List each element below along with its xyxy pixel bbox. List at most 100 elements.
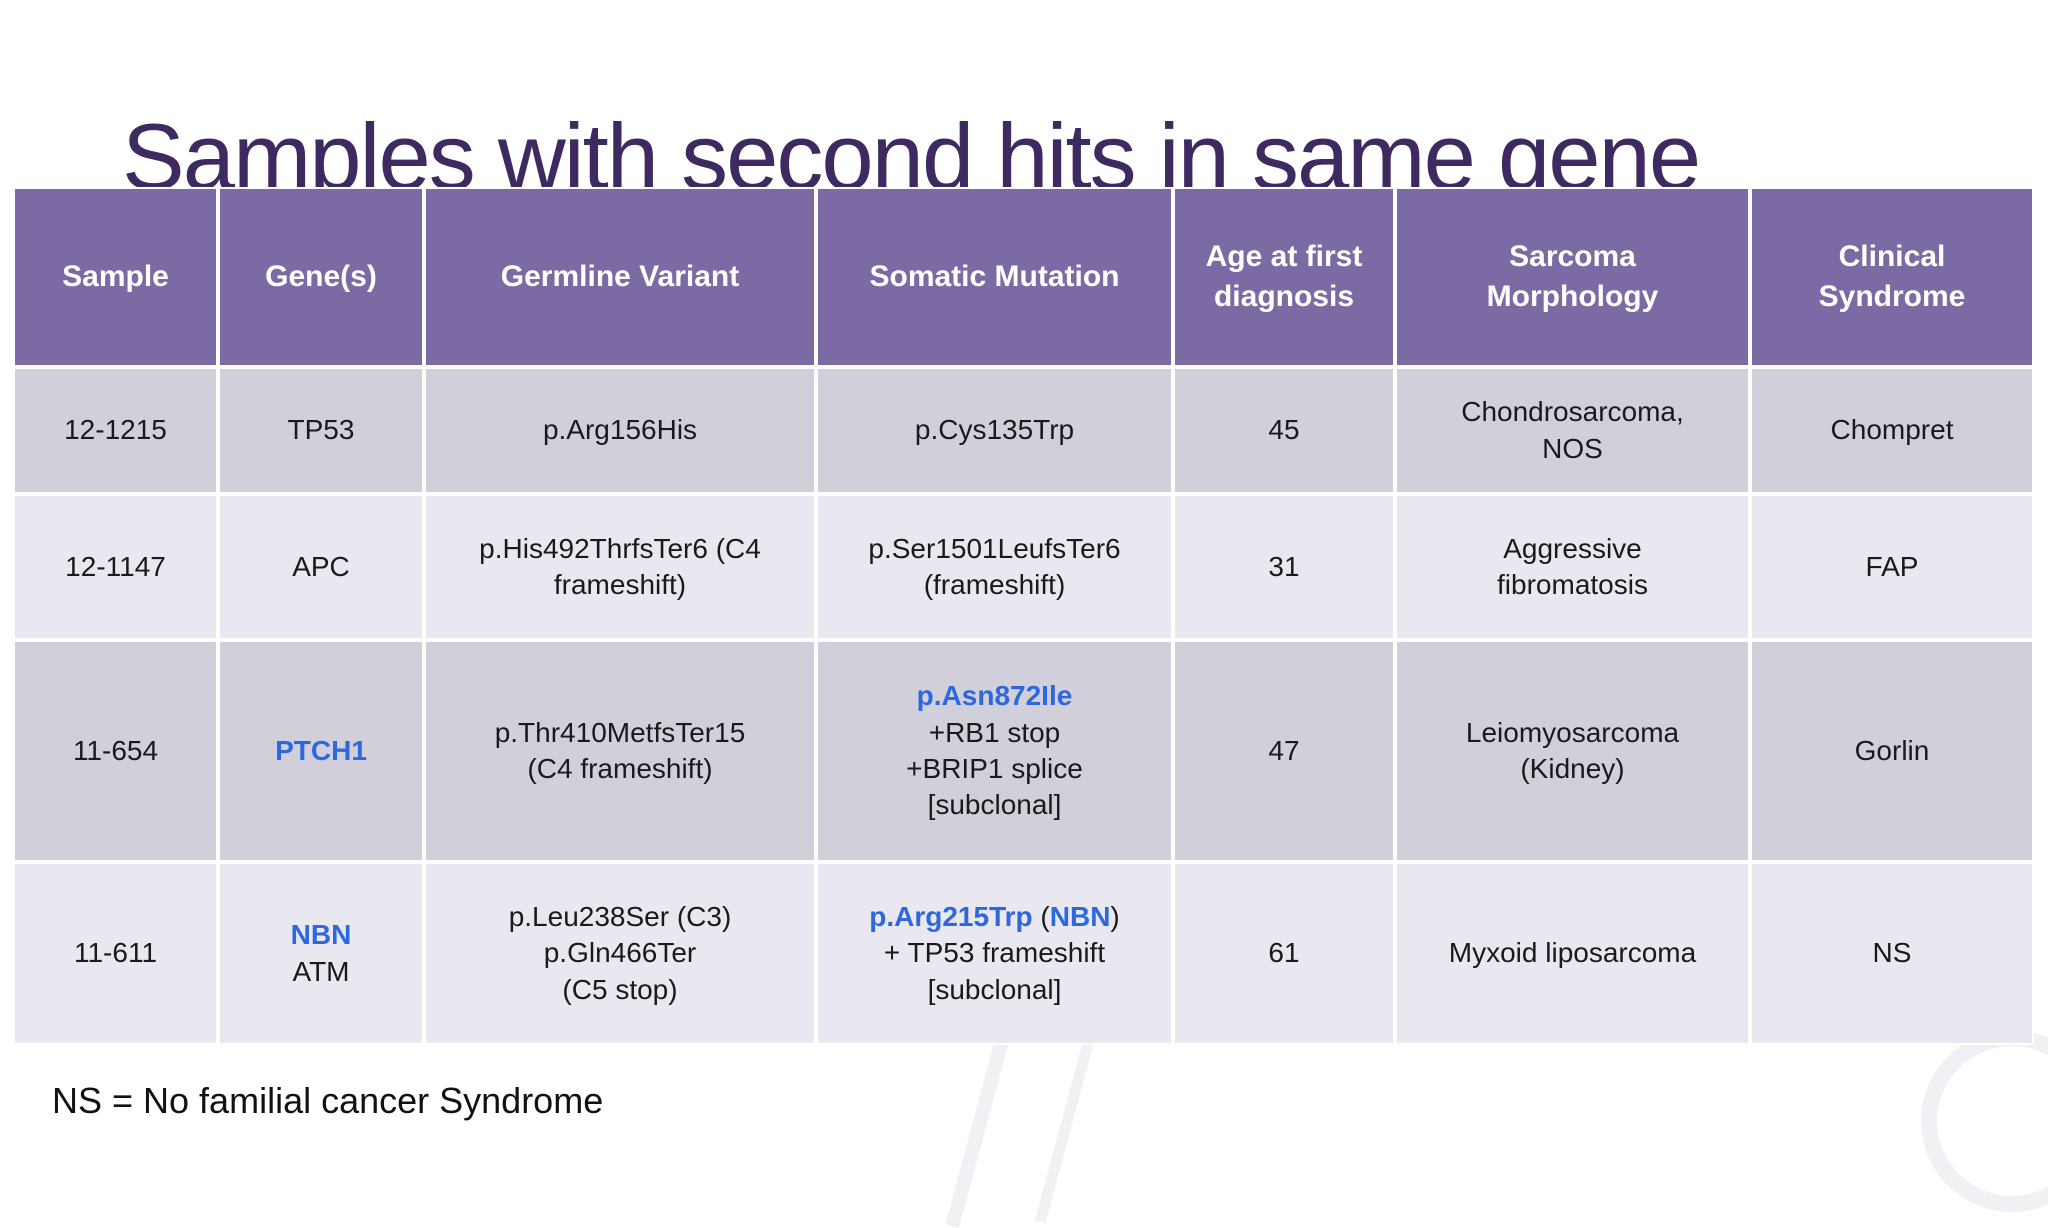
watermark-corner-arc bbox=[1921, 1030, 2048, 1212]
cell-text: Chompret bbox=[1830, 414, 1954, 446]
cell-text: 12-1215 bbox=[64, 414, 167, 446]
highlighted-gene-text: NBN bbox=[1049, 900, 1111, 932]
column-header-label: Age at first bbox=[1205, 239, 1363, 273]
cell-text: ( bbox=[1032, 900, 1050, 932]
cell-text-line: Leiomyosarcoma bbox=[1466, 715, 1679, 751]
cell-text: 12-1147 bbox=[65, 550, 166, 582]
cell-text-line: 31 bbox=[1268, 549, 1299, 585]
cell-text-line: [subclonal] bbox=[928, 787, 1062, 823]
cell-text: [subclonal] bbox=[927, 789, 1062, 821]
cell-text-line: p.Gln466Ter bbox=[544, 935, 697, 971]
cell-text: frameshift) bbox=[553, 569, 687, 600]
highlighted-gene-text: NBN bbox=[290, 919, 352, 951]
table-cell: FAP bbox=[1750, 494, 2034, 640]
column-header-label: Clinical bbox=[1838, 239, 1946, 273]
table-cell: p.Asn872Ile +RB1 stop +BRIP1 splice [subclo… bbox=[816, 640, 1173, 862]
table-cell: 12-1215 bbox=[13, 367, 218, 494]
cell-text: 47 bbox=[1268, 734, 1300, 766]
cell-text-line: (C4 frameshift) bbox=[527, 751, 712, 787]
cell-text: FAP bbox=[1865, 550, 1919, 582]
table-cell: Chondrosarcoma, NOS bbox=[1395, 367, 1750, 494]
cell-text-line: APC bbox=[292, 549, 350, 585]
cell-text: (C4 frameshift) bbox=[527, 753, 713, 784]
cell-text-line: 11-654 bbox=[73, 733, 158, 769]
column-header: Somatic Mutation bbox=[816, 187, 1173, 367]
cell-text-line: p.His492ThrfsTer6 (C4 bbox=[479, 531, 761, 567]
cell-text-line: ATM bbox=[292, 954, 349, 990]
cell-text-line: 47 bbox=[1268, 733, 1299, 769]
cell-text: ) bbox=[1110, 900, 1120, 932]
cell-text-line: TP53 bbox=[288, 412, 355, 448]
cell-text: p.Ser1501LeufsTer6 bbox=[868, 532, 1121, 564]
cell-text: + TP53 frameshift bbox=[883, 937, 1106, 969]
cell-text-line: + TP53 frameshift bbox=[884, 935, 1105, 971]
column-header: Sample bbox=[13, 187, 218, 367]
column-header: Gene(s) bbox=[218, 187, 424, 367]
cell-text: ATM bbox=[292, 955, 350, 987]
table-cell: 45 bbox=[1173, 367, 1395, 494]
samples-table: Sample Gene(s) Germline Variant Somatic Mut… bbox=[13, 187, 2034, 1045]
cell-text: Gorlin bbox=[1854, 734, 1930, 766]
cell-text-line: (C5 stop) bbox=[562, 972, 677, 1008]
column-header-label: Germline Variant bbox=[500, 259, 740, 293]
cell-text: 11-654 bbox=[72, 734, 159, 766]
footnote-ns-definition: NS = No familial cancer Syndrome bbox=[52, 1080, 604, 1121]
cell-text-line: +BRIP1 splice bbox=[906, 751, 1083, 787]
table-cell: Myxoid liposarcoma bbox=[1395, 862, 1750, 1045]
cell-text-line: p.Cys135Trp bbox=[915, 412, 1074, 448]
cell-text-line: fibromatosis bbox=[1497, 567, 1648, 603]
cell-text-line: 12-1215 bbox=[64, 412, 167, 448]
cell-text: Chondrosarcoma, bbox=[1461, 396, 1684, 428]
column-header-label: Sample bbox=[62, 259, 169, 293]
cell-text: 11-611 bbox=[73, 937, 158, 969]
cell-text-line: 12-1147 bbox=[65, 549, 166, 585]
cell-text-line: NOS bbox=[1542, 431, 1603, 467]
cell-text-line: p.Arg156His bbox=[543, 412, 697, 448]
cell-text: p.Arg156His bbox=[542, 414, 698, 446]
cell-text: APC bbox=[292, 550, 350, 582]
table-cell: Leiomyosarcoma (Kidney) bbox=[1395, 640, 1750, 862]
table-cell: Gorlin bbox=[1750, 640, 2034, 862]
cell-text: (Kidney) bbox=[1520, 753, 1625, 784]
table-cell: APC bbox=[218, 494, 424, 640]
column-header-label: Gene(s) bbox=[265, 259, 377, 293]
cell-text: NOS bbox=[1542, 432, 1603, 464]
cell-text: Myxoid liposarcoma bbox=[1448, 937, 1697, 969]
column-header: Sarcoma Morphology bbox=[1395, 187, 1750, 367]
table-cell: p.Ser1501LeufsTer6 (frameshift) bbox=[816, 494, 1173, 640]
cell-text: (C5 stop) bbox=[562, 973, 678, 1005]
cell-text-line: 11-611 bbox=[74, 935, 157, 971]
cell-text: p.Thr410MetfsTer15 bbox=[494, 716, 746, 748]
cell-text: p.Leu238Ser (C3) bbox=[508, 900, 732, 932]
cell-text-line: p.Thr410MetfsTer15 bbox=[495, 715, 746, 751]
table-cell: p.Leu238Ser (C3) p.Gln466Ter (C5 stop) bbox=[424, 862, 816, 1045]
cell-text-line: PTCH1 bbox=[275, 733, 367, 769]
cell-text: p.His492ThrfsTer6 (C4 bbox=[479, 532, 761, 564]
table-cell: Aggressive fibromatosis bbox=[1395, 494, 1750, 640]
cell-text: Leiomyosarcoma bbox=[1465, 716, 1680, 748]
highlighted-gene-text: p.Arg215Trp bbox=[869, 900, 1033, 932]
table-cell: 11-611 bbox=[13, 862, 218, 1045]
table-cell: NBN ATM bbox=[218, 862, 424, 1045]
column-header: Age at first diagnosis bbox=[1173, 187, 1395, 367]
cell-text-line: p.Leu238Ser (C3) bbox=[509, 899, 732, 935]
cell-text: NS bbox=[1872, 937, 1912, 969]
cell-text-line: Aggressive bbox=[1503, 531, 1642, 567]
cell-text-line: Chondrosarcoma, bbox=[1461, 394, 1684, 430]
cell-text: fibromatosis bbox=[1497, 569, 1648, 600]
cell-text-line: p.Asn872Ile bbox=[917, 678, 1073, 714]
table-cell: NS bbox=[1750, 862, 2034, 1045]
table-cell: p.Arg215Trp (NBN) + TP53 frameshift [subcl… bbox=[816, 862, 1173, 1045]
cell-text-line: Gorlin bbox=[1855, 733, 1930, 769]
table-cell: p.Cys135Trp bbox=[816, 367, 1173, 494]
table-cell: p.His492ThrfsTer6 (C4 frameshift) bbox=[424, 494, 816, 640]
cell-text: Aggressive bbox=[1503, 532, 1642, 564]
cell-text-line: p.Arg215Trp (NBN) bbox=[869, 899, 1120, 935]
highlighted-gene-text: p.Asn872Ile bbox=[916, 680, 1073, 712]
table-cell: 12-1147 bbox=[13, 494, 218, 640]
table-cell: 31 bbox=[1173, 494, 1395, 640]
column-header-label: Morphology bbox=[1486, 280, 1659, 313]
cell-text: (frameshift) bbox=[923, 569, 1066, 600]
table-cell: p.Arg156His bbox=[424, 367, 816, 494]
table-cell: TP53 bbox=[218, 367, 424, 494]
